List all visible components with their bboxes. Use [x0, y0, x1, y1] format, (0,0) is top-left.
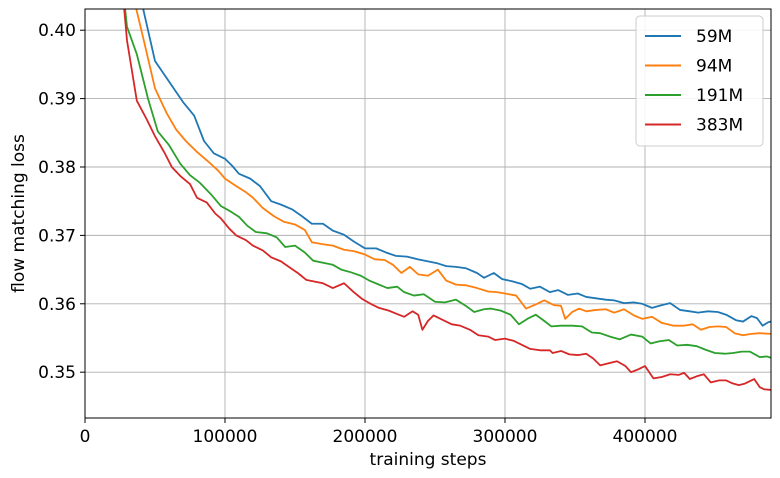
- x-tick-label: 400000: [613, 427, 678, 447]
- y-tick-label: 0.39: [38, 90, 76, 110]
- plot-frame: [84, 8, 772, 419]
- series-line-94M: [135, 9, 771, 337]
- y-tick-label: 0.36: [38, 295, 76, 315]
- x-tick-label: 300000: [473, 427, 538, 447]
- legend-label-94M: 94M: [696, 57, 732, 77]
- series-line-383M: [123, 9, 771, 391]
- y-axis-label: flow matching loss: [9, 134, 29, 293]
- series-line-191M: [124, 9, 771, 359]
- y-axis-ticks: 0.35 0.36 0.37 0.38 0.39 0.40: [38, 21, 85, 383]
- x-axis-ticks: 0 100000 200000 300000 400000: [80, 418, 678, 447]
- x-tick-label: 200000: [333, 427, 398, 447]
- legend-box: [635, 15, 764, 147]
- legend-label-191M: 191M: [696, 86, 743, 106]
- x-tick-label: 100000: [193, 427, 258, 447]
- legend: 59M 94M 191M 383M: [635, 15, 764, 147]
- legend-label-383M: 383M: [696, 116, 743, 136]
- y-tick-label: 0.40: [38, 21, 76, 41]
- y-tick-label: 0.38: [38, 158, 76, 178]
- y-tick-label: 0.35: [38, 363, 76, 383]
- series-line-59M: [142, 9, 771, 327]
- y-tick-label: 0.37: [38, 226, 76, 246]
- legend-label-59M: 59M: [696, 27, 732, 47]
- x-axis-label: training steps: [370, 450, 487, 470]
- series-layer: [123, 9, 771, 391]
- x-tick-label: 0: [80, 427, 91, 447]
